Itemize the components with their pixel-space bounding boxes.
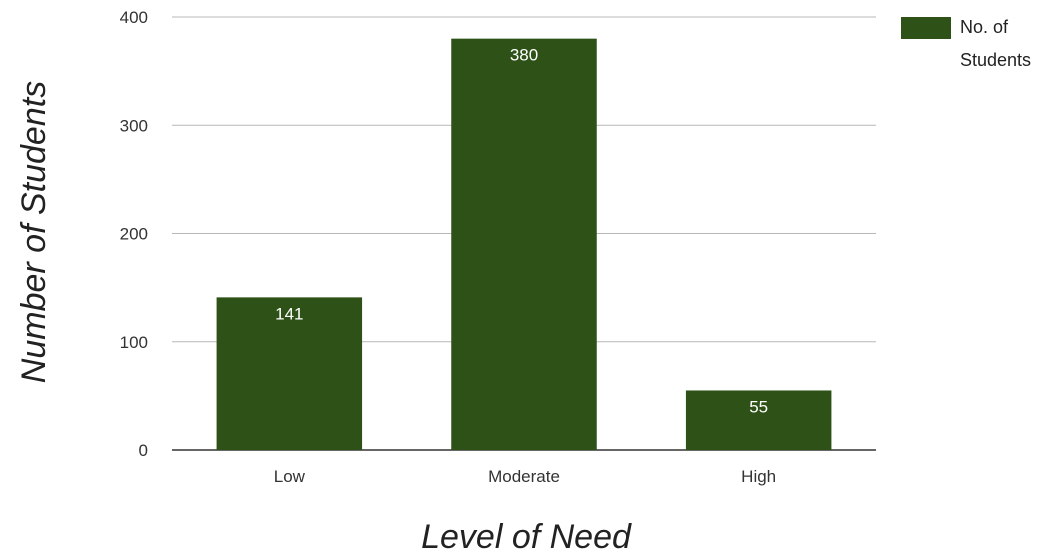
x-tick-label: Moderate: [488, 467, 560, 486]
y-tick-label: 300: [120, 116, 148, 135]
y-axis-ticks: 0 100 200 300 400: [120, 8, 148, 460]
x-axis-ticks: Low Moderate High: [274, 467, 776, 486]
y-tick-label: 200: [120, 225, 148, 244]
x-tick-label: Low: [274, 467, 306, 486]
x-tick-label: High: [741, 467, 776, 486]
legend-swatch: [901, 17, 951, 39]
y-tick-label: 0: [139, 441, 148, 460]
bar-value-label: 141: [275, 304, 303, 323]
bar-value-label: 55: [749, 397, 768, 416]
y-axis-title: Number of Students: [15, 81, 53, 383]
bar-value-label: 380: [510, 46, 538, 65]
bars: [216, 38, 832, 451]
y-tick-label: 400: [120, 8, 148, 27]
bar-high: [685, 390, 832, 450]
legend-label-line-2: Students: [960, 50, 1031, 70]
bar-low: [216, 297, 363, 450]
x-axis-title: Level of Need: [421, 518, 632, 554]
legend-label-line-1: No. of: [960, 17, 1009, 37]
legend: No. of Students: [901, 17, 1031, 70]
data-labels: 141 380 55: [275, 46, 768, 417]
y-tick-label: 100: [120, 333, 148, 352]
bar-moderate: [451, 38, 597, 451]
